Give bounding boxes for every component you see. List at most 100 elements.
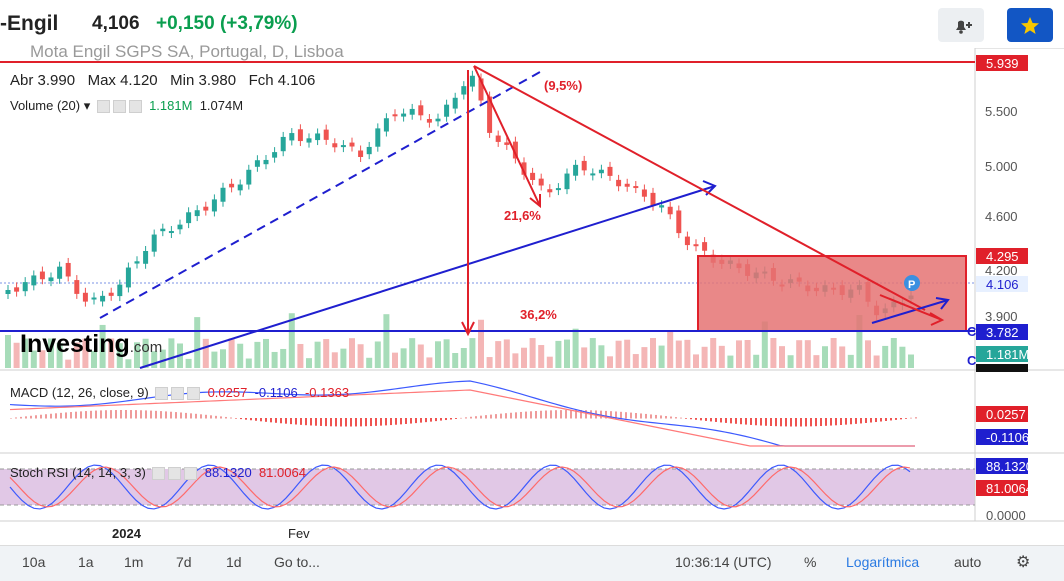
candle-body	[332, 143, 338, 148]
chart-title: Mota Engil SGPS SA, Portugal, D, Lisboa	[30, 42, 344, 61]
period-7d[interactable]: 7d	[176, 554, 192, 570]
candle-body	[177, 224, 183, 230]
macd-hist-bar	[210, 415, 212, 419]
volume-bar	[271, 351, 278, 368]
percent-toggle[interactable]: %	[804, 554, 817, 570]
volume-bar	[5, 335, 11, 368]
goto-button[interactable]: Go to...	[274, 554, 320, 570]
macd-hist-bar	[550, 410, 552, 419]
volume-bar	[890, 338, 897, 368]
volume-bar	[658, 345, 665, 368]
candle-body	[624, 183, 630, 187]
volume-bar	[400, 348, 407, 368]
macd-hist-bar	[690, 418, 692, 420]
candle-body	[143, 250, 149, 264]
volume-bar	[615, 340, 622, 368]
macd-hist-bar	[830, 418, 832, 426]
auto-toggle[interactable]: auto	[954, 554, 982, 570]
add-alert-button[interactable]	[938, 8, 984, 42]
candle-body	[194, 210, 200, 217]
macd-hist-bar	[775, 418, 777, 427]
volume-bar	[73, 342, 80, 368]
macd-hist-bar	[420, 418, 422, 423]
log-toggle[interactable]: Logarítmica	[846, 554, 920, 570]
volume-bar	[211, 351, 218, 368]
macd-hist-bar	[20, 416, 22, 419]
macd-hist-bar	[620, 411, 622, 419]
macd-hist-bar	[570, 410, 572, 419]
watchlist-star-button[interactable]	[1007, 8, 1053, 42]
volume-bar	[392, 352, 398, 368]
macd-hist-bar	[465, 417, 467, 419]
volume-bar	[297, 343, 304, 368]
macd-hist-bar	[180, 412, 182, 419]
macd-hist-bar	[165, 411, 167, 419]
macd-hist-bar	[460, 417, 462, 419]
candle-body	[392, 114, 398, 117]
period-1a[interactable]: 1a	[78, 554, 94, 570]
candle-body	[452, 97, 458, 109]
period-1m[interactable]: 1m	[124, 554, 144, 570]
bell-plus-icon	[956, 20, 972, 34]
candle-body	[547, 189, 553, 193]
candle-body	[57, 266, 63, 279]
macd-hist-bar	[810, 418, 812, 427]
volume-bar	[409, 338, 416, 368]
macd-hist-bar	[15, 417, 17, 419]
macd-hist-bar	[135, 410, 137, 419]
macd-hist-bar	[375, 418, 377, 426]
candle-body	[469, 75, 475, 87]
macd-hist-bar	[130, 410, 132, 419]
macd-hist-bar	[100, 410, 102, 419]
candle-body	[246, 169, 252, 185]
macd-hist-bar	[545, 410, 547, 419]
macd-hist-bar	[85, 411, 87, 419]
volume-bar	[125, 359, 132, 368]
candle-body	[633, 186, 639, 189]
candle-body	[702, 242, 708, 251]
period-1d[interactable]: 1d	[226, 554, 242, 570]
macd-hist-bar	[285, 418, 287, 424]
macd-hist-bar	[705, 418, 707, 421]
volume-bar	[194, 317, 201, 368]
candle-body	[22, 282, 28, 292]
candle-body	[667, 206, 673, 215]
candle-body	[340, 145, 346, 148]
volume-bar	[495, 341, 502, 368]
macd-hist-bar	[250, 418, 252, 421]
stoch-d-line	[9, 466, 911, 508]
annotation-pct3: 36,2%	[520, 307, 557, 322]
macd-hist-bar	[35, 415, 37, 419]
macd-hist-bar	[770, 418, 772, 426]
macd-hist-bar	[910, 417, 912, 419]
macd-hist-bar	[695, 418, 697, 420]
volume-bar	[667, 330, 674, 368]
macd-hist-bar	[525, 411, 527, 419]
volume-bar	[839, 346, 846, 368]
macd-hist-bar	[820, 418, 822, 427]
macd-hist-bar	[835, 418, 837, 426]
volume-bar	[56, 342, 63, 368]
candle-body	[65, 262, 71, 277]
chart-area[interactable]: P Mota Engil SGPS SA, Portugal, D, Lisbo…	[0, 42, 1064, 545]
macd-hist-bar	[385, 418, 387, 426]
macd-hist-bar	[155, 410, 157, 419]
candle-body	[641, 189, 647, 197]
candle-body	[383, 118, 389, 132]
macd-hist-bar	[795, 418, 797, 427]
gear-icon[interactable]: ⚙	[1016, 554, 1031, 571]
period-10a[interactable]: 10a	[22, 554, 46, 570]
macd-hist-bar	[765, 418, 767, 426]
candle-body	[117, 284, 123, 297]
candle-body	[530, 172, 536, 180]
macd-hist-bar	[860, 418, 862, 424]
volume-bar	[675, 340, 682, 368]
volume-bar	[632, 354, 639, 368]
macd-hist-bar	[240, 418, 242, 420]
macd-hist-bar	[800, 418, 802, 427]
macd-hist-bar	[170, 411, 172, 419]
macd-hist-bar	[45, 414, 47, 419]
macd-hist-bar	[25, 416, 27, 419]
candle-body	[676, 210, 682, 234]
macd-hist-bar	[265, 418, 267, 422]
